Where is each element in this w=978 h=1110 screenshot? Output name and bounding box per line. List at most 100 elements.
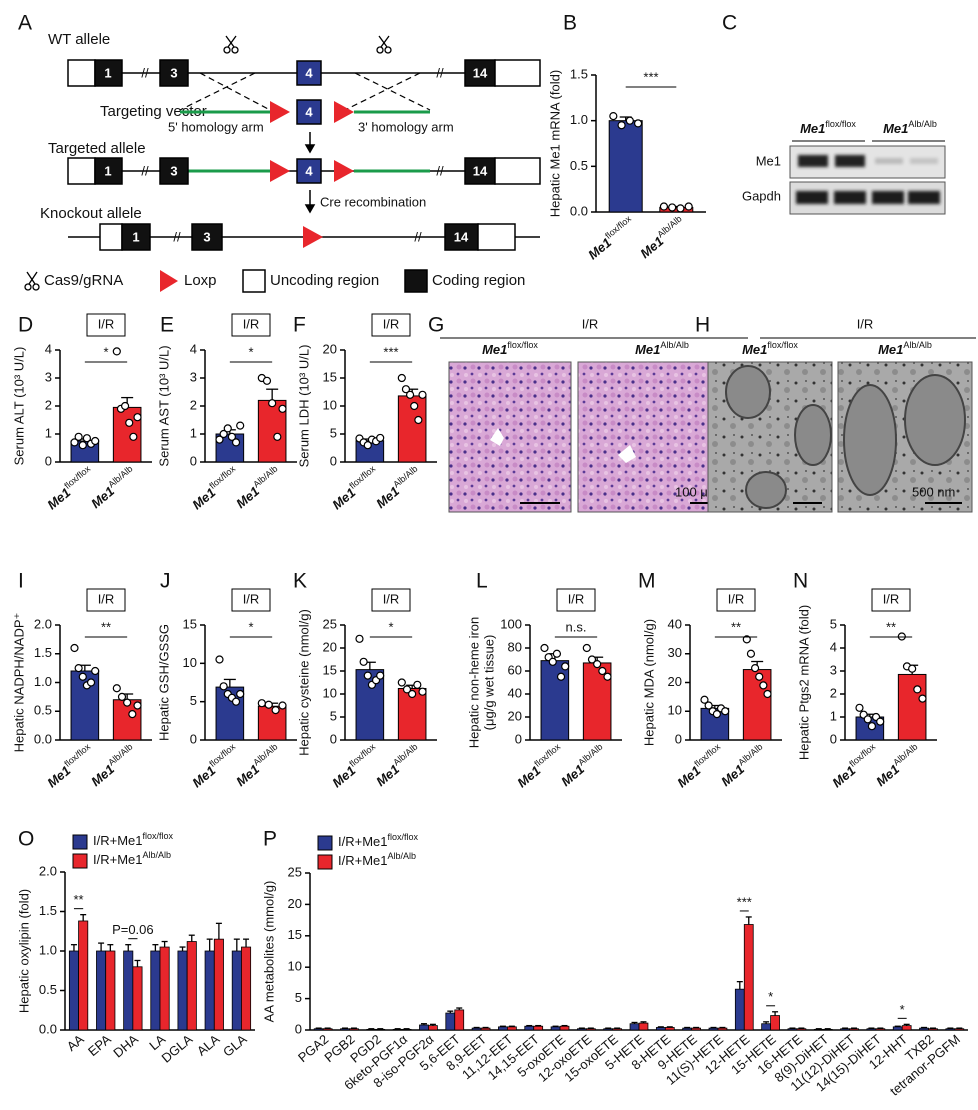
y-tick-label: 5 <box>830 616 837 631</box>
data-point <box>540 643 549 653</box>
row-label: Targeting vector <box>100 103 207 120</box>
data-point <box>133 413 142 422</box>
y-tick-label: 2 <box>45 397 52 412</box>
chart: 0.0 0.5 1.0 1.5 2.0 Hepatic NADPH/NADP⁺ Me1flo… <box>11 588 152 791</box>
y-axis-label: Hepatic cysteine (nmol/g) <box>296 609 311 756</box>
data-point <box>219 429 228 439</box>
y-axis-label: AA metabolites (mmol/g) <box>261 881 276 1023</box>
blot-bands <box>796 155 940 204</box>
significance-label: ** <box>74 892 84 907</box>
y-tick-label: 1.0 <box>39 942 57 957</box>
y-tick-label: 0.0 <box>570 203 588 218</box>
y-axis-label: Hepatic oxylipin (fold) <box>16 889 31 1013</box>
bar <box>550 1026 561 1031</box>
panel-letters: A B C D E F G H I J K L M N O P <box>18 12 808 851</box>
y-tick-label: 1.0 <box>570 112 588 127</box>
genotype: Alb/Alb <box>660 340 689 350</box>
lane-header: Me1Alb/Alb <box>883 119 937 136</box>
chart: 0 10 20 30 40 Hepatic MDA (nmol/g) Me1flox/flo… <box>641 588 782 791</box>
chart: 0 20 40 60 80 100 Hepatic non-heme iron (μg/g w… <box>466 588 622 791</box>
bar <box>875 1028 886 1031</box>
y-tick-label: 0.5 <box>39 982 57 997</box>
gene: Me1 <box>883 121 908 136</box>
category-label: Me1flox/flox <box>328 742 382 791</box>
gene: Me1 <box>482 342 507 357</box>
y-tick-label: 100 <box>500 616 522 631</box>
data-point <box>876 717 885 726</box>
bar <box>585 1028 596 1031</box>
data-point <box>363 441 372 450</box>
panel-letter: B <box>563 12 577 35</box>
bar <box>796 1028 807 1031</box>
chart: 0.0 0.5 1.0 1.5 2.0 Hepatic oxylipin (fold) AA… <box>16 831 255 1066</box>
break-mark: // <box>173 229 181 244</box>
panel-letter: H <box>695 314 710 337</box>
genotype: Alb/Alb <box>106 464 134 490</box>
y-tick-label: 10 <box>323 685 337 700</box>
genotype: Alb/Alb <box>891 742 919 768</box>
y-tick-label: 4 <box>45 341 52 356</box>
panel-letter: G <box>428 314 444 337</box>
bar <box>132 966 143 1031</box>
genotype: flox/flox <box>63 742 93 770</box>
data-point <box>133 701 142 710</box>
significance-label: *** <box>383 344 398 359</box>
genotype: Alb/Alb <box>251 742 279 768</box>
bar <box>428 1025 438 1031</box>
image-header: Me1flox/flox <box>742 340 798 357</box>
histology: I/R Me1flox/flox Me1Alb/Alb 100 μm <box>440 316 748 513</box>
bar <box>68 950 79 1031</box>
panel-letter: O <box>18 828 34 851</box>
scissors-icon <box>24 271 40 291</box>
scissors-icon <box>376 35 392 54</box>
significance-label: n.s. <box>566 619 587 634</box>
significance-label: * <box>103 344 108 359</box>
data-point <box>120 401 130 411</box>
data-point <box>712 710 722 719</box>
chart-title: I/R <box>98 591 115 606</box>
exon-label: 1 <box>104 65 111 80</box>
y-tick-label: 0 <box>675 731 682 746</box>
data-point <box>750 664 760 673</box>
genotype: Alb/Alb <box>576 742 604 768</box>
chart-title: I/R <box>728 591 745 606</box>
y-axis-label: Hepatic non-heme iron <box>466 617 481 749</box>
bar <box>231 950 242 1031</box>
bar <box>787 1028 798 1031</box>
significance-label: *** <box>643 69 658 84</box>
y-tick-label: 4 <box>190 341 197 356</box>
y-tick-label: 5 <box>330 425 337 440</box>
row-label: Knockout allele <box>40 205 142 222</box>
genotype: flox/flox <box>825 119 856 129</box>
chart-title: I/R <box>98 316 115 331</box>
genotype: Alb/Alb <box>106 742 134 768</box>
legend-label: Coding region <box>432 272 525 289</box>
bar <box>313 1028 324 1031</box>
bar <box>454 1009 465 1031</box>
bar <box>506 1026 517 1031</box>
y-tick-label: 15 <box>288 927 302 942</box>
y-tick-label: 0 <box>190 731 197 746</box>
bar <box>608 120 643 213</box>
panel-letter: L <box>476 570 488 593</box>
break-mark: // <box>141 65 149 80</box>
data-point <box>867 722 877 731</box>
title-box <box>371 588 411 612</box>
vessel <box>490 428 504 446</box>
y-tick-label: 5 <box>330 708 337 723</box>
significance-label: ** <box>101 619 111 634</box>
y-tick-label: 0 <box>190 453 197 468</box>
data-point <box>609 111 618 121</box>
x-tick-label: DHA <box>110 1031 141 1060</box>
lane-header: Me1flox/flox <box>800 119 856 136</box>
chart: 0 5 10 15 20 Serum LDH (10³ U/L) Me1flox/floxM… <box>296 313 437 513</box>
title-box <box>231 588 271 612</box>
data-point <box>262 376 272 385</box>
panel-letter: P <box>263 828 277 851</box>
bar <box>340 1028 350 1031</box>
category-label: Me1Alb/Alb <box>557 742 609 790</box>
blot-row-label: Me1 <box>756 153 781 168</box>
y-tick-label: 20 <box>323 639 337 654</box>
bar <box>655 1027 666 1031</box>
data-point <box>918 694 927 703</box>
